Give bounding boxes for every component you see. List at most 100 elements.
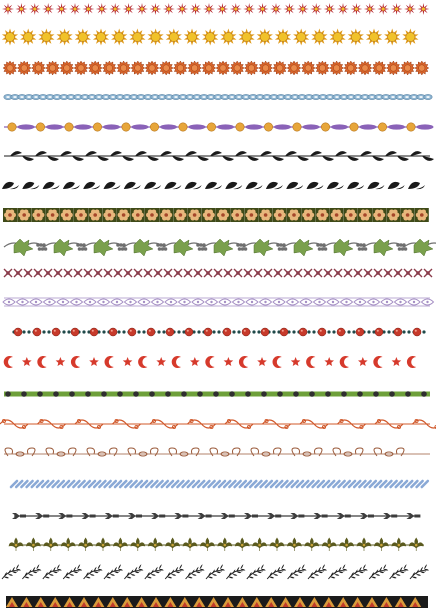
fleur-de-lis-icon [391,537,407,551]
sunburst-icon [296,3,309,15]
bead-icon [93,122,120,132]
sun-icon [293,28,310,46]
rope-icon [202,479,211,489]
fern-icon [246,564,266,580]
lace-icon [243,268,253,278]
chain-icon [45,94,55,100]
bamboo-icon [21,391,27,397]
flower-icon [73,60,89,76]
fern-icon [226,564,246,580]
lace-icon [123,298,138,306]
flower-icon [3,208,17,222]
chain-icon [213,94,223,100]
fleur-de-lis-icon [8,537,24,551]
fleur-de-lis-icon [182,537,198,551]
pearl-icon [165,327,175,337]
scroll-icon [291,447,323,457]
rope-icon [212,479,222,489]
leaf-icon [245,181,263,190]
grape-icon [173,238,208,257]
bamboo-icon [85,391,91,397]
triangle-icon [92,597,105,607]
sun-icon [329,28,346,46]
pearl-icon [51,327,61,337]
chain-icon [150,94,160,100]
moon-icon [122,357,133,366]
flower-icon [258,60,274,76]
lace-icon [299,298,313,306]
bamboo-icon [101,391,107,397]
lace-icon [177,298,192,306]
arrow-link-border [12,513,421,519]
rope-icon [61,479,71,489]
bamboo-icon [37,391,43,397]
lace-icon [423,268,433,278]
bamboo-icon [149,391,155,397]
fleur-de-lis-icon [217,537,233,551]
triangle-icon [49,597,62,607]
sunburst-icon [149,3,162,15]
sunburst-icon [283,3,296,15]
fern-icon [368,564,389,580]
flower-icon [258,208,273,222]
pearl-icon [127,327,137,337]
bead-icon [292,122,320,132]
pearl-icon [89,327,99,337]
fern-icon [164,564,185,580]
rope-icon [129,479,138,489]
sun-icon [111,28,128,46]
rope-icon [124,479,133,489]
lace-icon [403,268,413,278]
moon-star-border [3,356,417,368]
scroll-icon [149,418,179,430]
grape-vine-border [3,238,436,257]
triangle-icon [322,597,335,607]
bamboo-icon [357,391,363,397]
moon-icon [156,357,166,366]
lace-icon [133,268,143,278]
rope-icon [92,479,102,489]
flower-icon [314,60,330,76]
brown-scroll-border [4,447,430,457]
fern-icon [185,564,205,580]
sun-icon [220,28,237,46]
moon-icon [324,357,334,366]
chain-icon [402,94,412,100]
rope-icon [368,479,378,489]
pearl-icon [317,327,327,337]
pearl-icon [108,327,118,337]
flower-icon [130,60,146,76]
bamboo-icon [197,391,203,397]
rope-icon [347,479,357,489]
moon-icon [391,357,402,366]
leaf-icon [184,181,202,190]
grape-icon [253,238,288,257]
arrow-icon [151,513,166,519]
lace-icon [218,298,232,306]
arrow-icon [128,513,142,519]
rope-icon [269,479,279,489]
leaf-icon [285,151,309,161]
sun-icon [256,28,273,46]
lace-icon [353,268,363,278]
lace-icon [383,268,393,278]
leaf-icon [164,181,182,190]
triangle-icon [78,597,90,607]
rope-icon [384,479,393,489]
bead-icon [64,122,92,132]
arrow-icon [104,513,119,519]
leaf-icon [185,151,209,161]
triangle-icon [20,597,33,607]
flower-icon [45,208,60,222]
rope-icon [170,479,180,489]
rope-icon [238,479,248,489]
lace-icon [3,268,13,278]
sun-icon [56,28,73,46]
flower-icon [414,208,429,222]
fern-icon [389,564,409,580]
lace-icon [323,268,333,278]
bamboo-icon [421,391,427,397]
scroll-icon [127,447,159,457]
triangle-icon [366,597,378,607]
bamboo-icon [181,391,187,397]
